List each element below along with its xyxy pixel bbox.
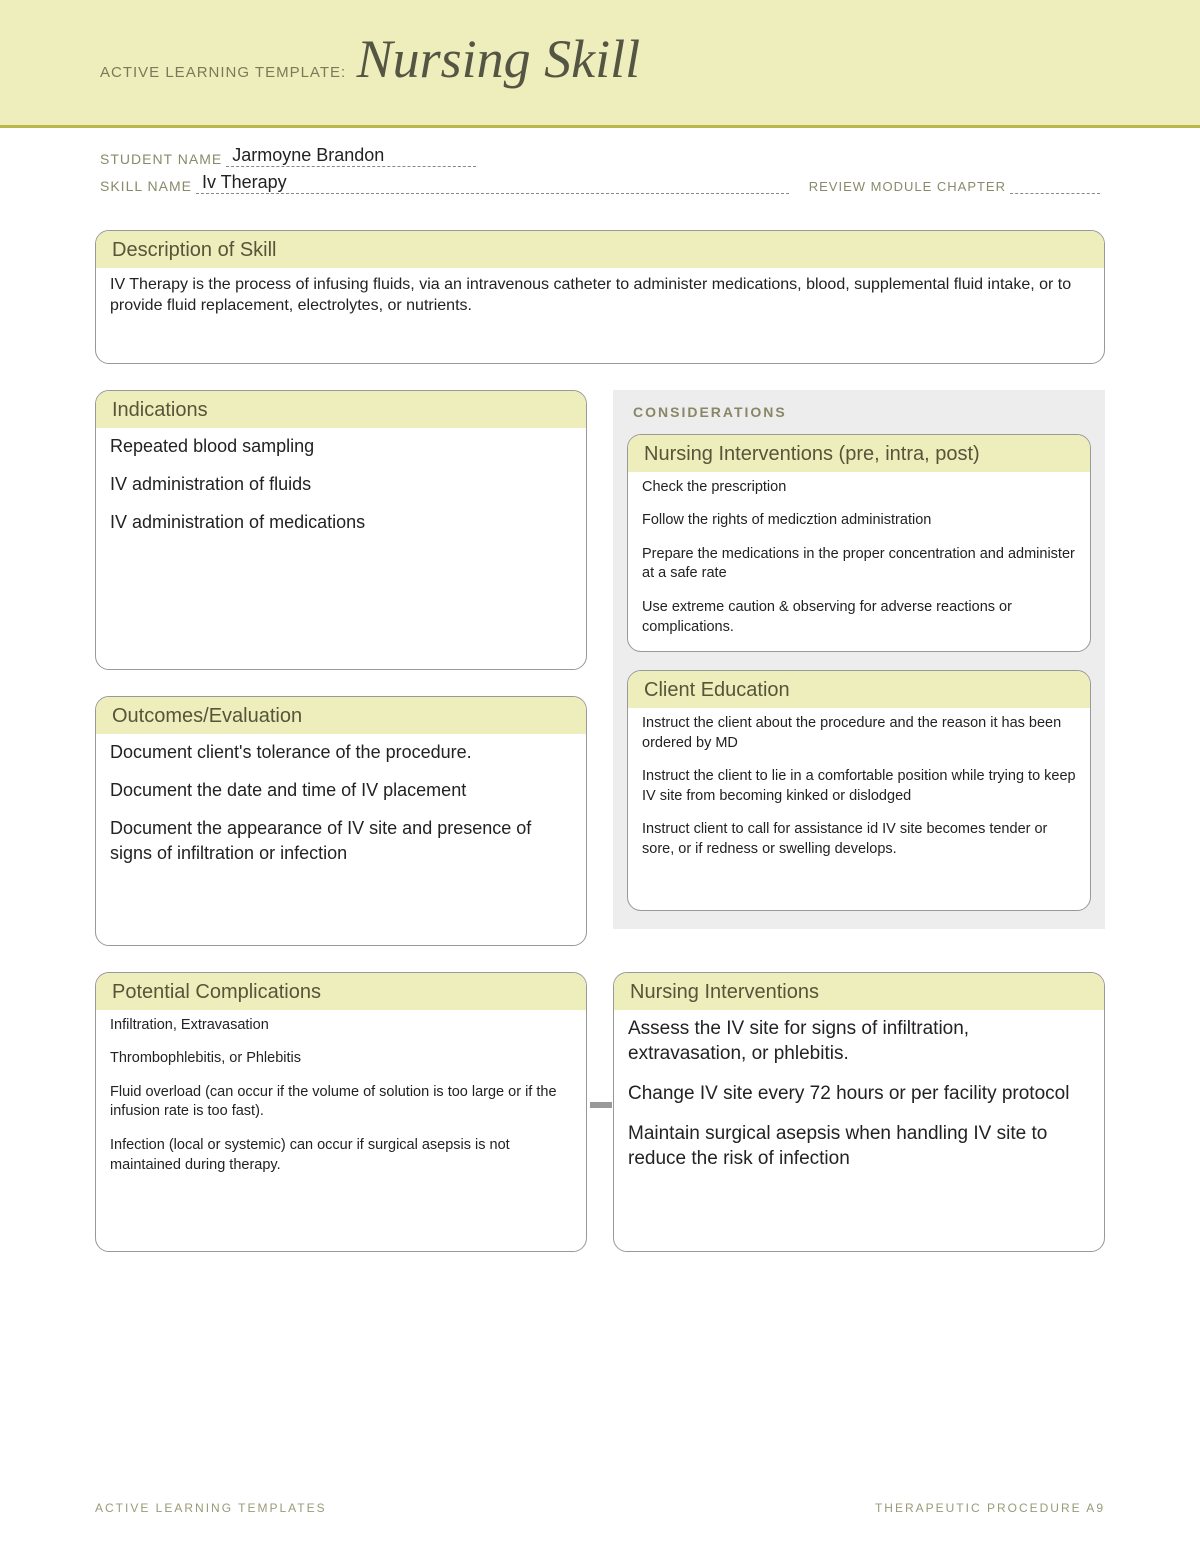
nursing-interventions-title: Nursing Interventions — [614, 973, 1104, 1010]
outcomes-title: Outcomes/Evaluation — [96, 697, 586, 734]
indications-box: Indications Repeated blood sampling IV a… — [95, 390, 587, 670]
nursing-interventions-body: Assess the IV site for signs of infiltra… — [614, 1010, 1104, 1186]
complication-item: Infection (local or systemic) can occur … — [110, 1136, 572, 1175]
connector-bar — [590, 1102, 612, 1108]
review-blank — [1010, 193, 1100, 194]
content: Description of Skill IV Therapy is the p… — [0, 200, 1200, 1278]
education-item: Instruct the client to lie in a comforta… — [642, 767, 1076, 806]
description-text: IV Therapy is the process of infusing fl… — [110, 274, 1090, 317]
client-education-box: Client Education Instruct the client abo… — [627, 670, 1091, 910]
student-row: STUDENT NAME Jarmoyne Brandon — [100, 146, 1100, 167]
intervention2-item: Assess the IV site for signs of infiltra… — [628, 1016, 1090, 1067]
indications-body: Repeated blood sampling IV administratio… — [96, 428, 586, 549]
client-education-title: Client Education — [628, 671, 1090, 708]
row-bottom: Potential Complications Infiltration, Ex… — [95, 972, 1105, 1278]
outcomes-item: Document the date and time of IV placeme… — [110, 778, 572, 802]
considerations-panel: CONSIDERATIONS Nursing Interventions (pr… — [613, 390, 1105, 929]
student-label: STUDENT NAME — [100, 151, 222, 167]
intervention-item: Check the prescription — [642, 478, 1076, 498]
nursing-interventions-pre-title: Nursing Interventions (pre, intra, post) — [628, 435, 1090, 472]
complications-box: Potential Complications Infiltration, Ex… — [95, 972, 587, 1252]
banner: ACTIVE LEARNING TEMPLATE: Nursing Skill — [0, 0, 1200, 128]
row-middle: Indications Repeated blood sampling IV a… — [95, 390, 1105, 972]
banner-prefix: ACTIVE LEARNING TEMPLATE: — [100, 64, 346, 81]
description-title: Description of Skill — [96, 231, 1104, 268]
complication-item: Infiltration, Extravasation — [110, 1016, 572, 1036]
page: ACTIVE LEARNING TEMPLATE: Nursing Skill … — [0, 0, 1200, 1553]
skill-value: Iv Therapy — [196, 173, 789, 194]
education-item: Instruct the client about the procedure … — [642, 714, 1076, 753]
intervention-item: Prepare the medications in the proper co… — [642, 545, 1076, 584]
nursing-interventions-pre-box: Nursing Interventions (pre, intra, post)… — [627, 434, 1091, 652]
outcomes-item: Document the appearance of IV site and p… — [110, 816, 572, 865]
intervention-item: Use extreme caution & observing for adve… — [642, 598, 1076, 637]
header-fields: STUDENT NAME Jarmoyne Brandon SKILL NAME… — [0, 128, 1200, 194]
complication-item: Fluid overload (can occur if the volume … — [110, 1083, 572, 1122]
considerations-heading: CONSIDERATIONS — [633, 404, 1091, 420]
intervention-item: Follow the rights of medicztion administ… — [642, 511, 1076, 531]
skill-row: SKILL NAME Iv Therapy REVIEW MODULE CHAP… — [100, 173, 1100, 194]
footer-left: ACTIVE LEARNING TEMPLATES — [95, 1501, 327, 1515]
review-label: REVIEW MODULE CHAPTER — [809, 179, 1006, 194]
complication-item: Thrombophlebitis, or Phlebitis — [110, 1049, 572, 1069]
right-col: CONSIDERATIONS Nursing Interventions (pr… — [613, 390, 1105, 955]
student-value: Jarmoyne Brandon — [226, 146, 476, 167]
nursing-interventions-pre-body: Check the prescription Follow the rights… — [628, 472, 1090, 651]
footer-right: THERAPEUTIC PROCEDURE A9 — [875, 1501, 1105, 1515]
banner-title: Nursing Skill — [357, 28, 641, 90]
footer: ACTIVE LEARNING TEMPLATES THERAPEUTIC PR… — [0, 1501, 1200, 1515]
outcomes-body: Document client's tolerance of the proce… — [96, 734, 586, 879]
indications-item: Repeated blood sampling — [110, 434, 572, 458]
left-col: Indications Repeated blood sampling IV a… — [95, 390, 587, 972]
right-col-bottom: Nursing Interventions Assess the IV site… — [613, 972, 1105, 1278]
outcomes-box: Outcomes/Evaluation Document client's to… — [95, 696, 587, 946]
client-education-body: Instruct the client about the procedure … — [628, 708, 1090, 909]
outcomes-item: Document client's tolerance of the proce… — [110, 740, 572, 764]
indications-item: IV administration of fluids — [110, 472, 572, 496]
education-item: Instruct client to call for assistance i… — [642, 820, 1076, 859]
intervention2-item: Change IV site every 72 hours or per fac… — [628, 1081, 1090, 1107]
left-col-bottom: Potential Complications Infiltration, Ex… — [95, 972, 587, 1278]
indications-title: Indications — [96, 391, 586, 428]
complications-title: Potential Complications — [96, 973, 586, 1010]
nursing-interventions-box: Nursing Interventions Assess the IV site… — [613, 972, 1105, 1252]
description-body: IV Therapy is the process of infusing fl… — [96, 268, 1104, 363]
intervention2-item: Maintain surgical asepsis when handling … — [628, 1121, 1090, 1172]
complications-body: Infiltration, Extravasation Thrombophleb… — [96, 1010, 586, 1189]
indications-item: IV administration of medications — [110, 510, 572, 534]
skill-label: SKILL NAME — [100, 178, 192, 194]
description-box: Description of Skill IV Therapy is the p… — [95, 230, 1105, 364]
